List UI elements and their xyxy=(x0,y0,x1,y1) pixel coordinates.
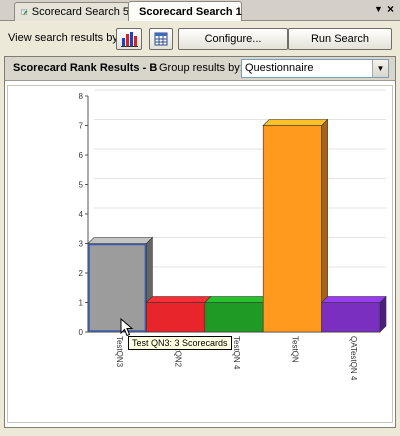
y-tick-label: 0 xyxy=(79,328,84,337)
bar-top xyxy=(320,296,387,303)
group-by-label: Group results by: ie xyxy=(159,62,241,74)
y-tick-label: 2 xyxy=(79,269,84,278)
x-category-label: TestQN 4 xyxy=(232,336,241,370)
panel-header: Scorecard Rank Results - B Sco Group res… xyxy=(5,57,395,81)
toolbar: View search results by: Configure... Run… xyxy=(4,26,396,52)
y-tick-label: 5 xyxy=(79,181,84,190)
bar-chart-icon xyxy=(121,32,138,47)
view-results-label: View search results by: xyxy=(8,32,121,44)
bar-top xyxy=(262,119,329,126)
run-search-button[interactable]: Run Search xyxy=(288,28,392,50)
mouse-pointer-icon xyxy=(120,318,134,337)
chart-tooltip: Test QN3: 3 Scorecards xyxy=(128,336,232,350)
tab-scorecard-search-5[interactable]: Scorecard Search 5 xyxy=(14,2,130,21)
tab-list-dropdown-icon[interactable]: ▼ xyxy=(374,4,383,14)
y-tick-label: 4 xyxy=(79,210,84,219)
y-tick-label: 1 xyxy=(79,299,84,308)
bar-top xyxy=(145,296,212,303)
y-tick-label: 6 xyxy=(79,151,84,160)
x-category-label: TestQN xyxy=(290,336,299,363)
panel-title: Scorecard Rank Results - B Sco xyxy=(13,62,159,74)
table-view-button[interactable] xyxy=(149,28,173,50)
configure-button[interactable]: Configure... xyxy=(178,28,288,50)
chart-view-button[interactable] xyxy=(116,28,142,50)
x-category-label: TestQN2 xyxy=(174,336,183,368)
table-grid-icon xyxy=(154,32,168,46)
group-by-select[interactable]: Questionnaire ▼ xyxy=(241,59,389,78)
group-by-value: Questionnaire xyxy=(245,62,314,74)
bar xyxy=(87,243,147,333)
y-tick-label: 3 xyxy=(79,240,84,249)
bar xyxy=(146,302,206,333)
x-category-label: TestQN3 xyxy=(115,336,124,368)
rank-bar-chart: 0 1 2 3 4 5 6 7 8 TestQN3 TestQN2 TestQN 4 TestQN QAT… xyxy=(79,89,387,381)
results-panel: Scorecard Rank Results - B Sco Group res… xyxy=(4,56,396,428)
tab-label: Scorecard Search 1 xyxy=(139,5,242,18)
document-pencil-icon xyxy=(21,9,28,15)
bar xyxy=(321,302,381,333)
y-tick-label: 8 xyxy=(79,92,84,101)
tab-strip: Scorecard Search 5 Scorecard Search 1 ▼ … xyxy=(0,0,400,21)
tab-scorecard-search-1[interactable]: Scorecard Search 1 xyxy=(128,1,242,21)
bar xyxy=(262,125,322,333)
chevron-down-icon[interactable]: ▼ xyxy=(372,60,388,77)
tab-label: Scorecard Search 5 xyxy=(31,6,129,18)
chart-area: 0 1 2 3 4 5 6 7 8 TestQN3 TestQN2 TestQN 4 TestQN QAT… xyxy=(7,85,393,423)
x-category-label: QATestQN 4 xyxy=(349,336,358,381)
bar xyxy=(204,302,264,333)
bar-highlight xyxy=(88,243,147,332)
bar-top xyxy=(87,237,154,244)
bar-top xyxy=(204,296,270,303)
close-icon[interactable]: × xyxy=(387,2,395,16)
y-tick-label: 7 xyxy=(79,122,84,131)
